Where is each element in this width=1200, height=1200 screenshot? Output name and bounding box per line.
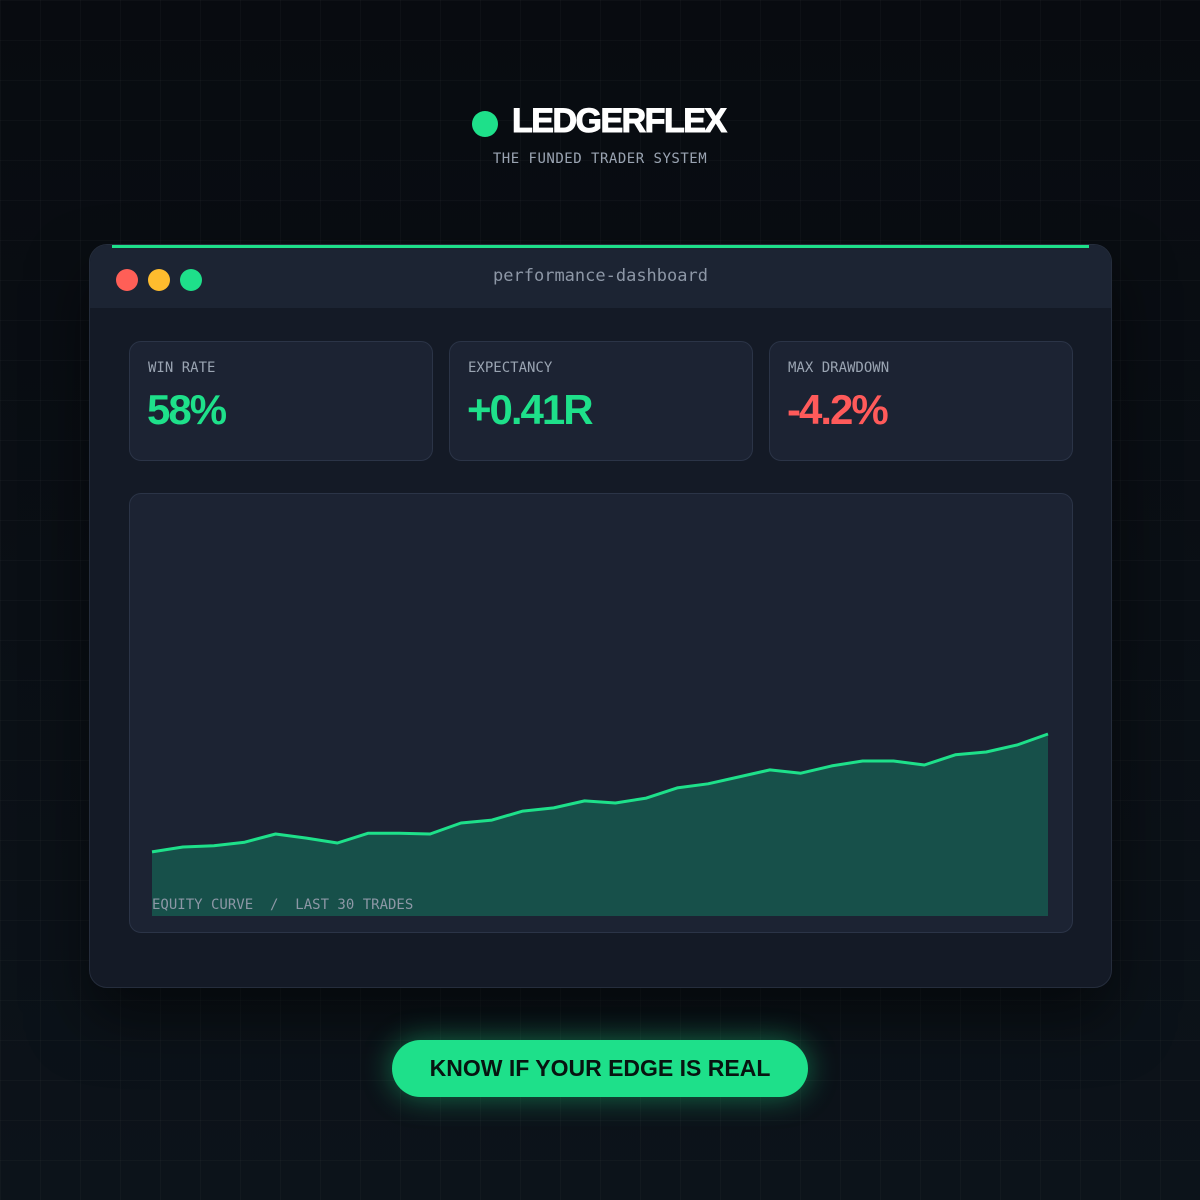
- stat-card: WIN RATE 58%: [129, 341, 433, 461]
- minimize-button[interactable]: [148, 269, 170, 291]
- title-bar: performance-dashboard: [90, 245, 1111, 308]
- stat-card: MAX DRAWDOWN -4.2%: [769, 341, 1073, 461]
- stat-label: WIN RATE: [148, 360, 216, 376]
- tagline: THE FUNDED TRADER SYSTEM: [492, 151, 708, 167]
- maximize-button[interactable]: [180, 269, 202, 291]
- stat-card: EXPECTANCY +0.41R: [449, 341, 753, 461]
- cta-button[interactable]: KNOW IF YOUR EDGE IS REAL: [392, 1040, 808, 1097]
- equity-line: [151, 732, 1049, 854]
- window-title: performance-dashboard: [493, 266, 708, 286]
- chart-card: EQUITY CURVE / LAST 30 TRADES: [129, 493, 1073, 933]
- chart: EQUITY CURVE / LAST 30 TRADES: [151, 732, 1049, 916]
- close-button[interactable]: [116, 269, 138, 291]
- stat-label: MAX DRAWDOWN: [788, 360, 890, 376]
- window: performance-dashboard WIN RATE 58% EXPEC…: [89, 244, 1112, 988]
- stat-value: 58%: [147, 386, 227, 433]
- stat-value: -4.2%: [787, 386, 889, 433]
- brand: LEDGERFLEX: [512, 102, 728, 141]
- equity-area: [152, 734, 1048, 916]
- stat-label: EXPECTANCY: [468, 360, 553, 376]
- brand-dot: [472, 111, 498, 137]
- chart-label: EQUITY CURVE / LAST 30 TRADES: [152, 897, 413, 913]
- stat-value: +0.41R: [467, 386, 594, 433]
- accent-line: [112, 245, 1089, 248]
